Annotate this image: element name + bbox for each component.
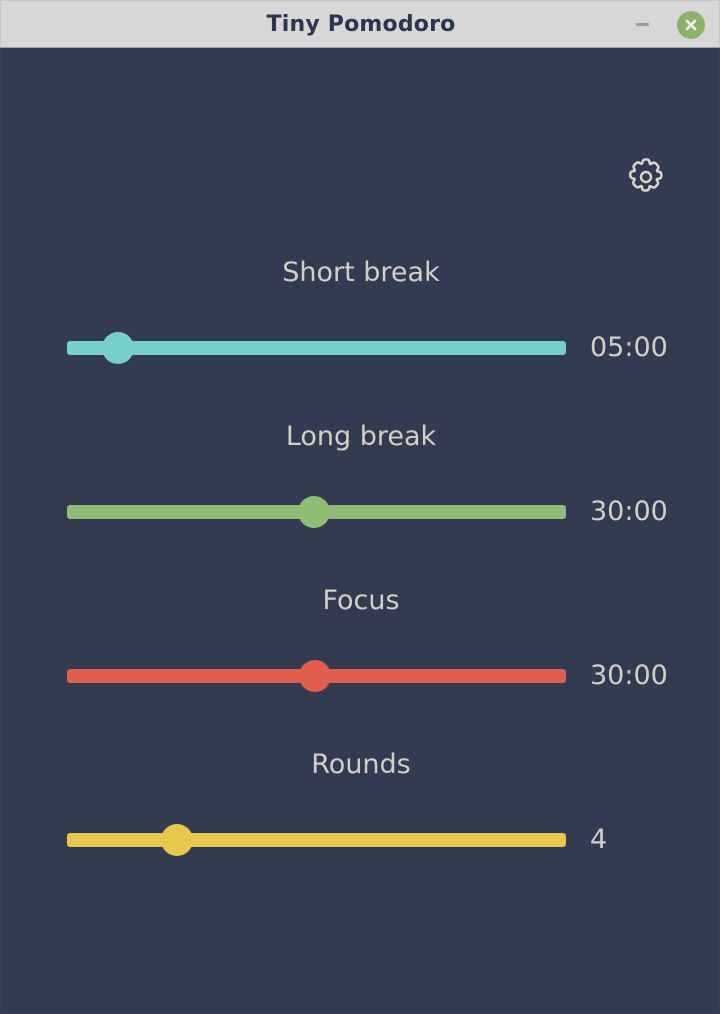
slider-row-short-break: Short break 05:00 bbox=[1, 256, 720, 368]
slider-value-focus: 30:00 bbox=[590, 660, 668, 691]
window-title: Tiny Pomodoro bbox=[266, 12, 456, 37]
close-icon bbox=[685, 19, 697, 30]
slider-thumb-long-break[interactable] bbox=[298, 496, 330, 528]
slider-row-rounds: Rounds 4 bbox=[1, 748, 720, 860]
window-body: Short break 05:00 Long break 30:00 bbox=[0, 48, 720, 1014]
slider-label-rounds: Rounds bbox=[311, 749, 411, 780]
close-button[interactable] bbox=[677, 10, 705, 39]
settings-button[interactable] bbox=[622, 153, 670, 201]
slider-focus[interactable] bbox=[67, 660, 566, 692]
slider-thumb-rounds[interactable] bbox=[160, 824, 193, 856]
slider-line-short-break: 05:00 bbox=[1, 328, 720, 368]
slider-track-short-break[interactable] bbox=[67, 341, 566, 355]
slider-value-short-break: 05:00 bbox=[590, 332, 668, 363]
slider-row-long-break: Long break 30:00 bbox=[1, 420, 720, 532]
slider-label-short-break: Short break bbox=[282, 257, 440, 288]
slider-rounds[interactable] bbox=[67, 824, 566, 856]
title-bar: Tiny Pomodoro bbox=[0, 0, 720, 48]
gear-icon bbox=[628, 158, 663, 192]
slider-short-break[interactable] bbox=[67, 332, 566, 364]
window-controls bbox=[631, 1, 705, 48]
slider-line-rounds: 4 bbox=[1, 820, 720, 860]
slider-track-rounds[interactable] bbox=[67, 833, 566, 847]
slider-value-rounds: 4 bbox=[590, 824, 608, 855]
slider-value-long-break: 30:00 bbox=[590, 496, 668, 527]
slider-thumb-short-break[interactable] bbox=[101, 332, 134, 364]
slider-label-long-break: Long break bbox=[285, 421, 437, 452]
minimize-button[interactable] bbox=[631, 14, 653, 36]
minimize-icon bbox=[635, 23, 649, 26]
slider-line-long-break: 30:00 bbox=[1, 492, 720, 532]
slider-label-focus: Focus bbox=[322, 585, 400, 616]
slider-long-break[interactable] bbox=[67, 496, 566, 528]
slider-line-focus: 30:00 bbox=[1, 656, 720, 696]
slider-thumb-focus[interactable] bbox=[299, 660, 331, 692]
slider-row-focus: Focus 30:00 bbox=[1, 584, 720, 696]
